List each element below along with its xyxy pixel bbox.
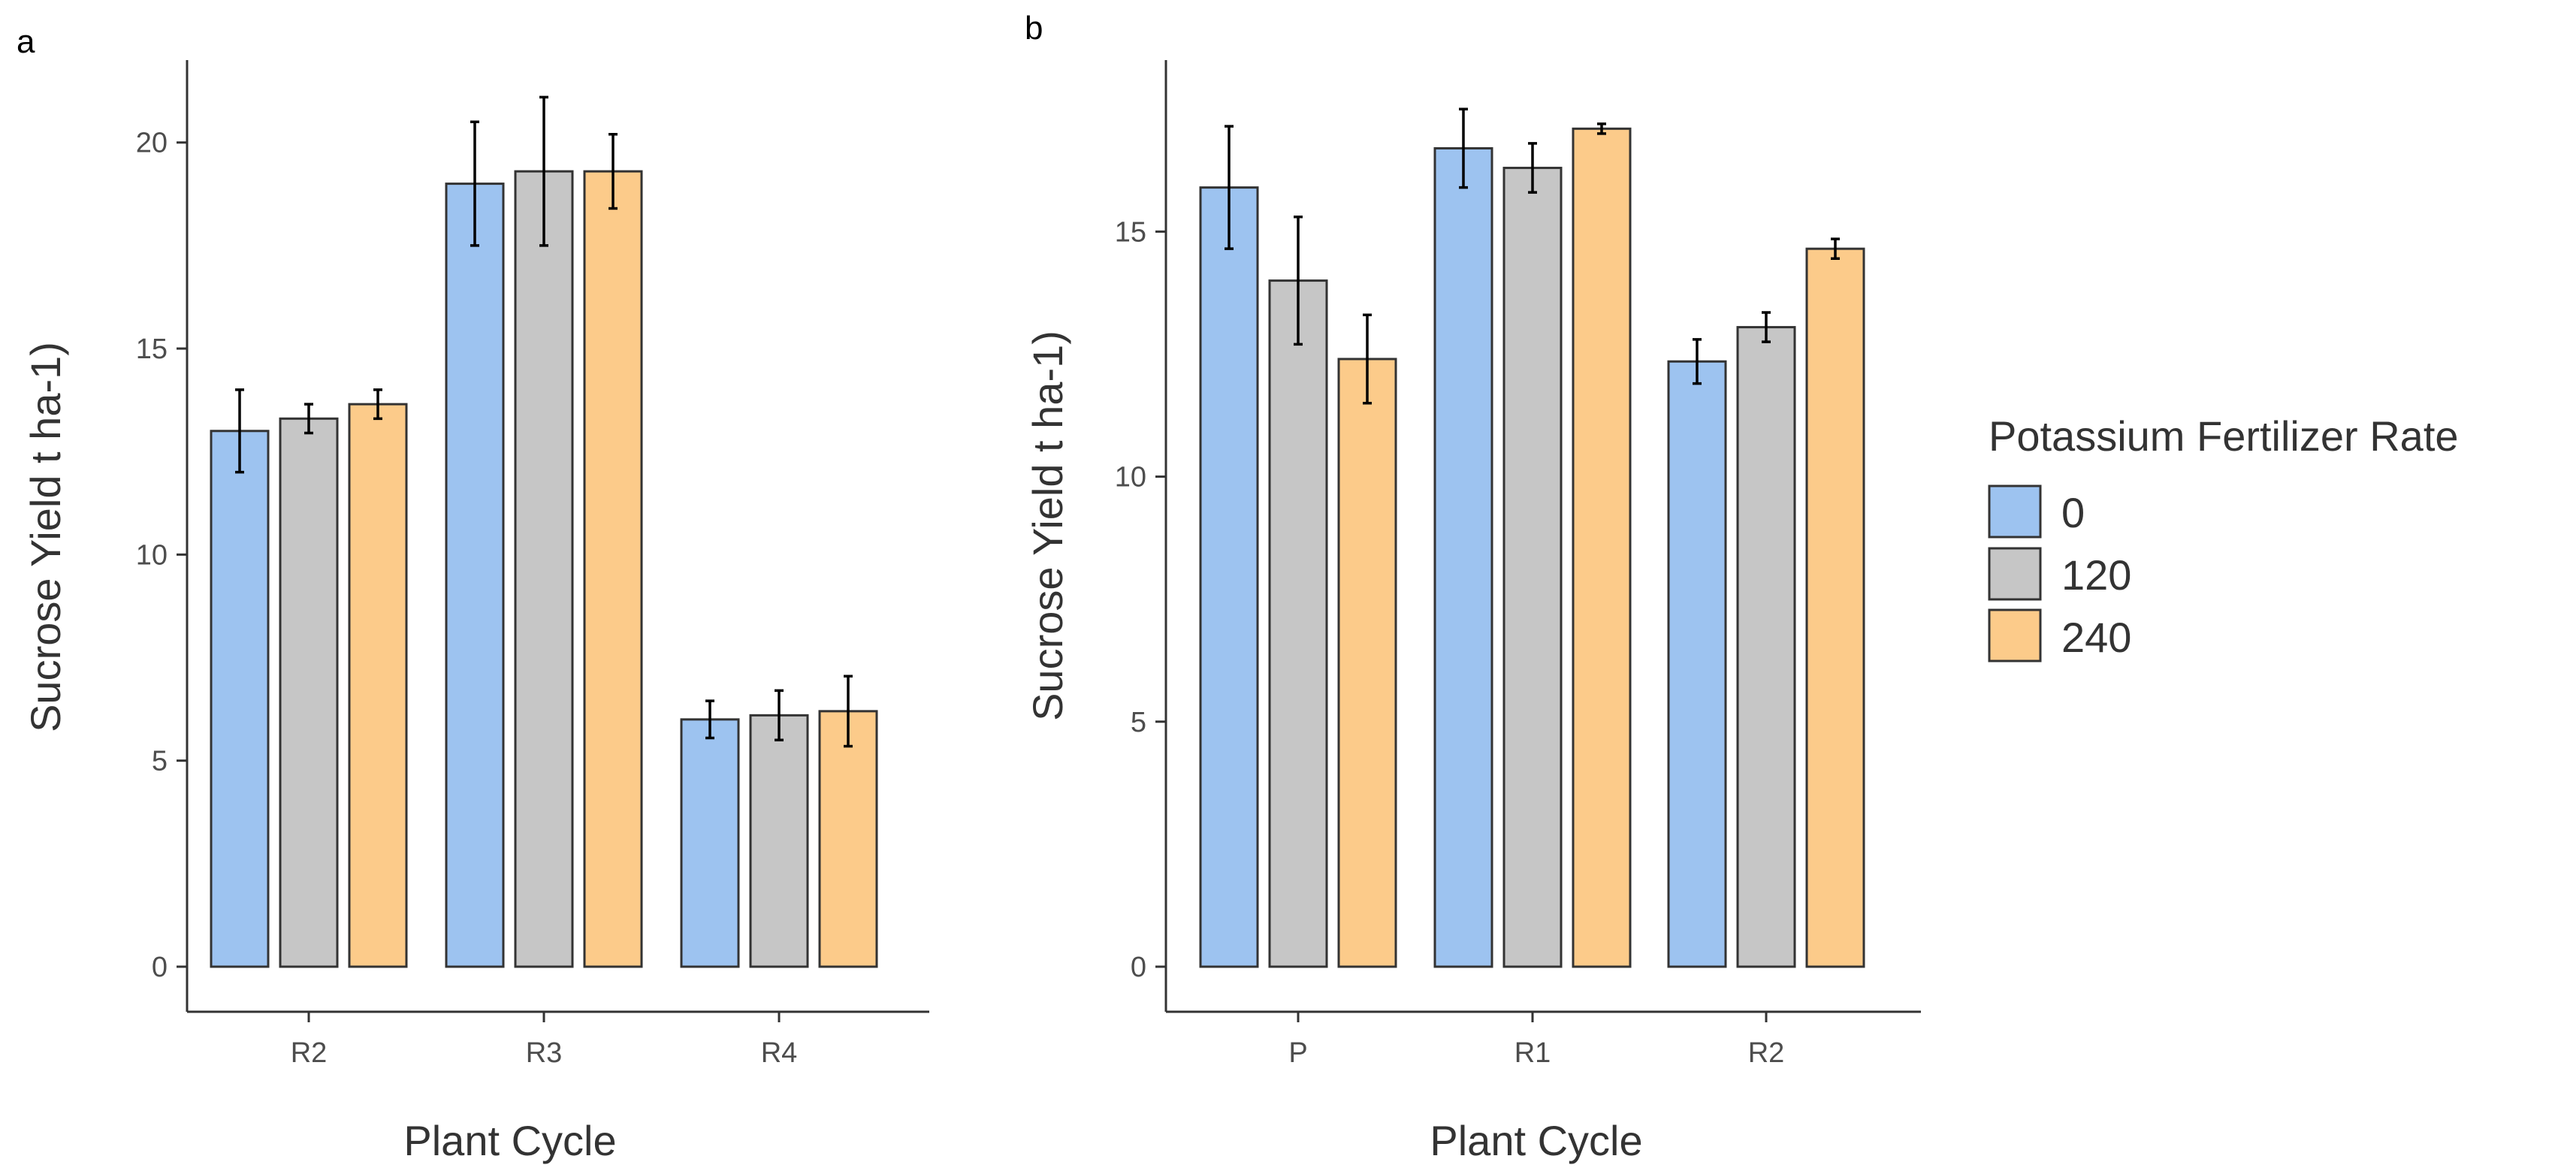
panel-b-bar-r2-0 bbox=[1667, 360, 1727, 968]
panel-b-bar-p-240 bbox=[1337, 358, 1397, 968]
panel-a-marks: 0 5 10 15 20 R2 R3 R4 bbox=[136, 60, 929, 1069]
legend-item-0: 0 bbox=[1988, 484, 2085, 539]
panel-a-bar-r4-120 bbox=[749, 714, 809, 968]
panel-a-error-bar-r2-240 bbox=[373, 388, 382, 421]
panel-b-bar-r2-120 bbox=[1736, 326, 1796, 968]
panel-a-x-tick-label-r2: R2 bbox=[291, 1037, 328, 1069]
panel-a-bar-r3-0 bbox=[445, 183, 505, 968]
panel-b-y-tick-label: 0 bbox=[1131, 952, 1146, 983]
panel-b-bar-r1-0 bbox=[1433, 146, 1493, 968]
panel-b-y-axis-title: Sucrose Yield t ha-1) bbox=[1024, 330, 1071, 721]
panel-b-error-bar-p-120 bbox=[1294, 216, 1303, 346]
panel-a-bar-r4-240 bbox=[818, 710, 878, 968]
panel-b-bar-p-0 bbox=[1199, 186, 1259, 968]
panel-a-bar-r3-240 bbox=[583, 170, 643, 968]
panel-a-y-tick-label: 5 bbox=[152, 746, 168, 777]
panel-a-bar-r4-0 bbox=[680, 718, 740, 968]
panel-b-y-tick-label: 15 bbox=[1115, 216, 1146, 248]
legend-swatch-120 bbox=[1988, 547, 2042, 601]
panel-b-error-bar-p-240 bbox=[1363, 313, 1372, 405]
panel-b-error-bar-r2-120 bbox=[1762, 311, 1771, 343]
panel-b-x-axis-title: Plant Cycle bbox=[1430, 1117, 1642, 1164]
panel-b-error-bar-r1-0 bbox=[1459, 107, 1468, 189]
legend-title: Potassium Fertilizer Rate bbox=[1989, 412, 2459, 460]
panel-b-label: b bbox=[1025, 10, 1043, 47]
panel-a-error-bar-r3-240 bbox=[609, 133, 618, 210]
legend-swatch-240 bbox=[1988, 608, 2042, 662]
panel-a-y-tick-label: 15 bbox=[136, 333, 168, 365]
panel-a-label: a bbox=[17, 23, 35, 60]
panel-a-y-tick-label: 20 bbox=[136, 128, 168, 159]
panel-a-y-axis-title: Sucrose Yield t ha-1) bbox=[22, 342, 69, 732]
panel-b-error-bar-r1-240 bbox=[1597, 122, 1606, 135]
panel-b-bar-r2-240 bbox=[1805, 247, 1865, 968]
panel-b-marks: 0 5 10 15 P R1 R2 bbox=[1115, 60, 1921, 1069]
panel-a-bar-r2-120 bbox=[279, 417, 339, 968]
legend-item-120: 120 bbox=[1988, 547, 2131, 601]
panel-b-x-tick-label-r1: R1 bbox=[1514, 1037, 1551, 1069]
panel-a-x-axis-title: Plant Cycle bbox=[403, 1117, 616, 1164]
legend-label-240: 240 bbox=[2061, 614, 2131, 661]
panel-a-bar-r2-0 bbox=[210, 430, 270, 968]
panel-a: a 0 5 10 15 20 R2 R3 R4 Plant Cycle Sucrose Yie… bbox=[17, 23, 929, 1164]
panel-b-bar-r1-240 bbox=[1572, 127, 1632, 968]
panel-b-error-bar-p-0 bbox=[1225, 125, 1234, 250]
panel-b: b 0 5 10 15 P R1 R2 Plant Cycle Sucrose Yield … bbox=[1024, 10, 1921, 1164]
panel-a-x-tick-label-r3: R3 bbox=[526, 1037, 563, 1069]
legend-label-120: 120 bbox=[2061, 551, 2131, 599]
panel-b-x-tick-label-r2: R2 bbox=[1748, 1037, 1785, 1069]
panel-a-error-bar-r3-0 bbox=[470, 120, 479, 247]
panel-a-y-tick-label: 0 bbox=[152, 952, 168, 983]
panel-b-error-bar-r2-240 bbox=[1831, 237, 1840, 260]
panel-a-error-bar-r4-120 bbox=[775, 689, 784, 741]
panel-a-error-bar-r4-0 bbox=[705, 699, 714, 740]
panel-b-bar-p-120 bbox=[1268, 279, 1328, 968]
legend-swatch-0 bbox=[1988, 484, 2042, 539]
panel-a-y-tick-label: 10 bbox=[136, 539, 168, 571]
legend: Potassium Fertilizer Rate 0 120 240 bbox=[1988, 412, 2459, 662]
panel-a-bar-r3-120 bbox=[514, 170, 574, 968]
panel-b-error-bar-r1-120 bbox=[1528, 142, 1537, 194]
panel-a-error-bar-r4-240 bbox=[844, 675, 853, 748]
legend-label-0: 0 bbox=[2061, 489, 2085, 536]
panel-a-error-bar-r2-0 bbox=[235, 388, 244, 474]
panel-b-y-tick-label: 5 bbox=[1131, 707, 1146, 738]
panel-b-y-tick-label: 10 bbox=[1115, 462, 1146, 493]
legend-item-240: 240 bbox=[1988, 608, 2131, 662]
panel-a-error-bar-r3-120 bbox=[539, 95, 548, 247]
panel-a-x-tick-label-r4: R4 bbox=[761, 1037, 798, 1069]
panel-a-error-bar-r2-120 bbox=[304, 403, 313, 435]
panel-b-error-bar-r2-0 bbox=[1693, 338, 1702, 385]
panel-a-bar-r2-240 bbox=[348, 403, 408, 968]
panel-b-x-tick-label-p: P bbox=[1288, 1037, 1307, 1069]
panel-b-bar-r1-120 bbox=[1502, 167, 1563, 968]
